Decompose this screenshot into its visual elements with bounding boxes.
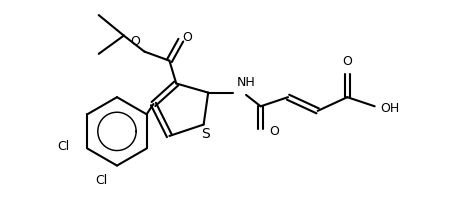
Text: Cl: Cl xyxy=(57,140,69,153)
Text: O: O xyxy=(130,35,140,48)
Text: O: O xyxy=(269,125,279,138)
Text: Cl: Cl xyxy=(95,174,107,187)
Text: OH: OH xyxy=(380,102,400,115)
Text: O: O xyxy=(342,54,352,67)
Text: NH: NH xyxy=(237,76,255,89)
Text: O: O xyxy=(183,31,193,44)
Text: S: S xyxy=(201,127,210,141)
